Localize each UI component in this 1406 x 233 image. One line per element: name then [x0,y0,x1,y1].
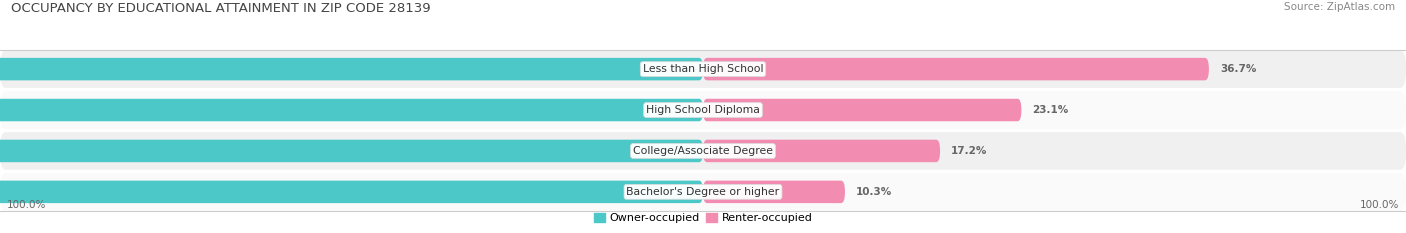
Text: OCCUPANCY BY EDUCATIONAL ATTAINMENT IN ZIP CODE 28139: OCCUPANCY BY EDUCATIONAL ATTAINMENT IN Z… [11,2,430,15]
FancyBboxPatch shape [0,58,703,80]
FancyBboxPatch shape [0,181,703,203]
FancyBboxPatch shape [0,132,1406,170]
FancyBboxPatch shape [0,91,1406,129]
Text: 10.3%: 10.3% [856,187,893,197]
Text: College/Associate Degree: College/Associate Degree [633,146,773,156]
Text: Source: ZipAtlas.com: Source: ZipAtlas.com [1284,2,1395,12]
FancyBboxPatch shape [703,58,1209,80]
FancyBboxPatch shape [703,181,845,203]
Text: High School Diploma: High School Diploma [647,105,759,115]
Text: 36.7%: 36.7% [1220,64,1257,74]
FancyBboxPatch shape [0,50,1406,88]
Legend: Owner-occupied, Renter-occupied: Owner-occupied, Renter-occupied [589,208,817,227]
FancyBboxPatch shape [0,99,703,121]
FancyBboxPatch shape [703,140,941,162]
FancyBboxPatch shape [0,140,703,162]
Text: 100.0%: 100.0% [7,200,46,210]
Text: Less than High School: Less than High School [643,64,763,74]
Text: 23.1%: 23.1% [1032,105,1069,115]
Text: 17.2%: 17.2% [950,146,987,156]
Text: 100.0%: 100.0% [1360,200,1399,210]
FancyBboxPatch shape [703,99,1021,121]
FancyBboxPatch shape [0,173,1406,211]
Text: Bachelor's Degree or higher: Bachelor's Degree or higher [627,187,779,197]
